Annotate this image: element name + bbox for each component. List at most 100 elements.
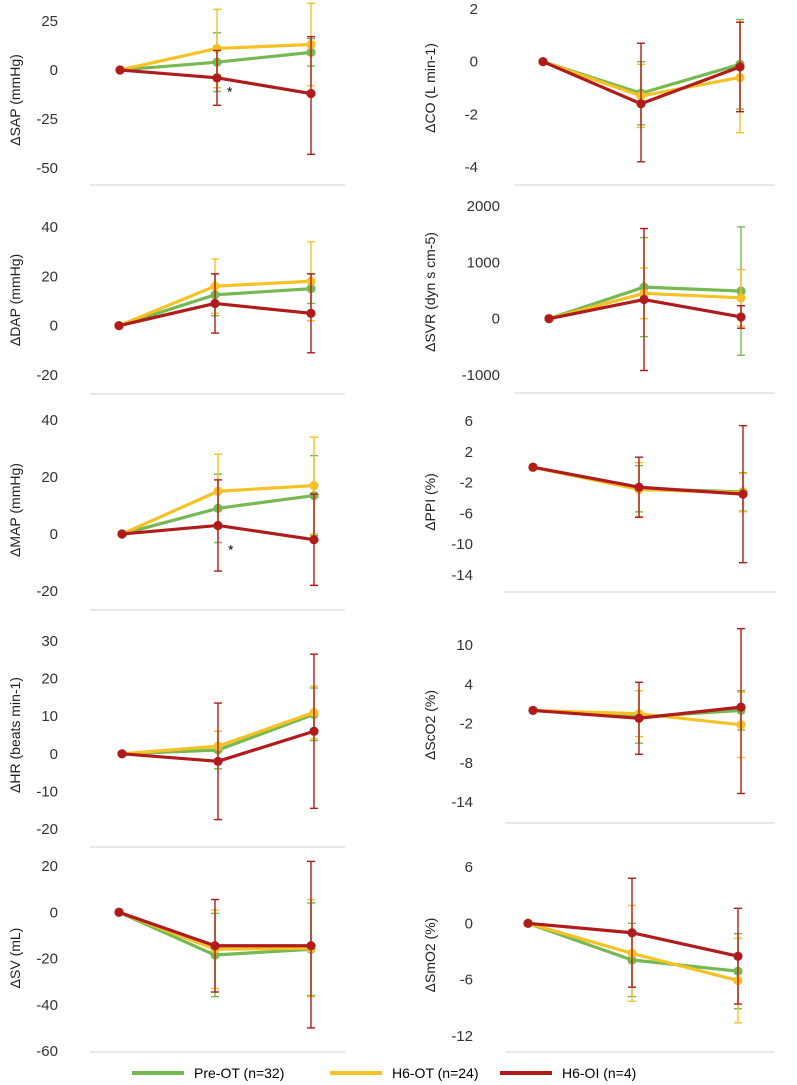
data-point-h6-oi [523, 918, 533, 928]
y-tick-label: -1000 [462, 367, 500, 384]
y-tick-label: 0 [470, 54, 478, 71]
legend-item-h6-oi: H6-OI (n=4) [500, 1062, 636, 1084]
legend-swatch-h6-oi [500, 1071, 552, 1075]
data-point-h6-oi [117, 529, 127, 539]
y-tick-label: -60 [36, 1043, 58, 1060]
y-tick-label: 30 [41, 633, 58, 650]
data-point-h6-oi [544, 314, 554, 324]
panel-6: 30 20 10 0 -10 -20 ΔHR (beats min-1) [7, 633, 345, 848]
y-tick-label: 20 [41, 469, 58, 486]
y-axis-label: ΔDAP (mmHg) [7, 254, 23, 346]
y-tick-label: 40 [41, 412, 58, 429]
legend-swatch-pre-ot [132, 1071, 184, 1075]
y-tick-label: -2 [460, 716, 473, 733]
panel-8: 20 0 -20 -40 -60 ΔSV (mL) [7, 858, 345, 1060]
significance-marker: * [227, 84, 233, 100]
data-point-h6-oi [309, 535, 319, 545]
y-tick-label: -25 [36, 111, 58, 128]
data-point-h6-oi [634, 713, 644, 723]
y-tick-label: 20 [41, 671, 58, 688]
legend-label-pre-ot: Pre-OT (n=32) [194, 1065, 285, 1081]
y-tick-label: -4 [465, 159, 478, 176]
legend-swatch-h6-ot [330, 1071, 382, 1075]
data-point-h6-oi [733, 951, 743, 961]
y-tick-label: 2 [465, 444, 473, 461]
y-tick-label: 4 [465, 676, 473, 693]
data-point-h6-oi [210, 941, 220, 951]
y-tick-label: -20 [36, 583, 58, 600]
legend-label-h6-ot: H6-OT (n=24) [392, 1065, 479, 1081]
y-tick-label: -6 [460, 972, 473, 989]
y-tick-label: -6 [460, 505, 473, 522]
data-point-h6-oi [735, 62, 745, 72]
y-axis-label: ΔSmO2 (%) [422, 918, 438, 993]
data-point-h6-oi [538, 57, 548, 67]
y-tick-label: -40 [36, 997, 58, 1014]
y-axis-label: ΔSAP (mmHg) [7, 54, 23, 146]
y-tick-label: 0 [50, 904, 58, 921]
y-tick-label: -8 [460, 755, 473, 772]
y-axis-label: ΔMAP (mmHg) [7, 463, 23, 557]
y-tick-label: 25 [41, 13, 58, 30]
panel-5: 6 2 -2 -6 -10 -14 ΔPPI (%) [422, 413, 775, 593]
data-point-h6-oi [114, 907, 124, 917]
data-point-h6-oi [634, 482, 644, 492]
legend-label-h6-oi: H6-OI (n=4) [562, 1065, 637, 1081]
data-point-h6-oi [627, 928, 637, 938]
data-point-h6-oi [306, 88, 316, 99]
data-point-h6-oi [309, 726, 319, 736]
y-tick-label: 2 [470, 1, 478, 18]
legend: Pre-OT (n=32) H6-OT (n=24) H6-OI (n=4) [0, 1062, 797, 1084]
y-axis-label: ΔCO (L min-1) [422, 43, 438, 133]
y-axis-label: ΔSVR (dyn s cm-5) [422, 232, 438, 352]
y-tick-label: -2 [465, 106, 478, 123]
y-axis-label: ΔScO2 (%) [422, 690, 438, 760]
data-point-h6-oi [210, 298, 220, 309]
y-tick-label: 0 [50, 746, 58, 763]
data-point-h6-oi [636, 99, 646, 109]
y-axis-label: ΔSV (mL) [7, 928, 23, 989]
panel-2: 40 20 0 -20 ΔDAP (mmHg) [7, 219, 345, 395]
y-tick-label: 10 [41, 708, 58, 725]
y-tick-label: 10 [456, 637, 473, 654]
y-tick-label: 6 [465, 859, 473, 876]
data-point-h6-oi [528, 462, 538, 472]
y-tick-label: 6 [465, 413, 473, 430]
data-point-h6-oi [306, 941, 316, 951]
y-tick-label: -14 [451, 567, 473, 584]
y-tick-label: 20 [41, 268, 58, 285]
data-point-h6-oi [213, 520, 223, 531]
y-tick-label: -10 [36, 783, 58, 800]
y-tick-label: -2 [460, 475, 473, 492]
y-tick-label: -50 [36, 160, 58, 177]
y-tick-label: 40 [41, 219, 58, 236]
panel-7: 10 4 -2 -8 -14 ΔScO2 (%) [422, 627, 775, 824]
panel-9: 6 0 -6 -12 ΔSmO2 (%) [422, 859, 775, 1053]
data-point-h6-oi [639, 294, 649, 305]
y-tick-label: 0 [50, 526, 58, 543]
data-point-h6-ot [309, 480, 319, 491]
data-point-h6-oi [117, 749, 127, 759]
y-tick-label: 0 [492, 311, 500, 328]
y-tick-label: 20 [41, 858, 58, 875]
y-tick-label: -20 [36, 951, 58, 968]
data-point-h6-ot [736, 293, 746, 303]
data-point-h6-oi [213, 756, 223, 766]
y-tick-label: -20 [36, 367, 58, 384]
data-point-h6-oi [306, 308, 316, 318]
y-tick-label: 1000 [467, 254, 500, 271]
y-tick-label: -14 [451, 794, 473, 811]
data-point-h6-oi [736, 702, 746, 712]
y-tick-label: -10 [451, 536, 473, 553]
y-tick-label: 0 [50, 62, 58, 79]
panel-4: 40 20 0 -20 ΔMAP (mmHg) * [7, 412, 345, 611]
data-point-h6-oi [115, 65, 125, 75]
significance-marker: * [228, 542, 234, 558]
legend-item-h6-ot: H6-OT (n=24) [330, 1062, 479, 1084]
data-point-h6-oi [528, 705, 538, 716]
data-point-h6-oi [736, 312, 746, 322]
data-point-h6-oi [212, 73, 222, 83]
y-axis-label: ΔPPI (%) [422, 473, 438, 531]
y-tick-label: 0 [465, 915, 473, 932]
